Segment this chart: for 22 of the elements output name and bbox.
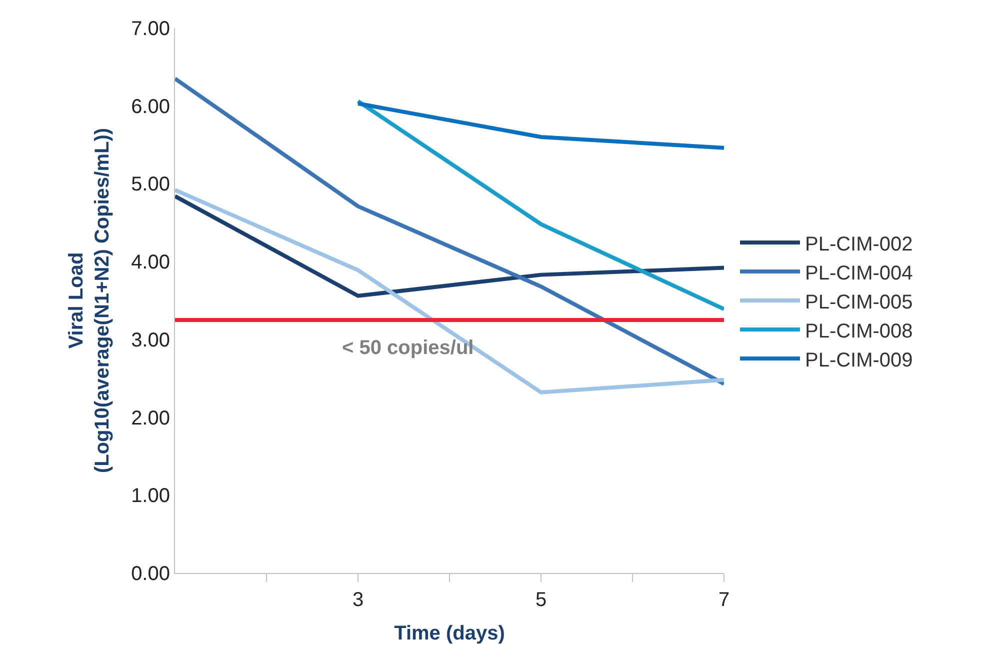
ref-line-label: < 50 copies/ul	[342, 337, 474, 359]
y-tick-label: 6.00	[131, 96, 170, 118]
y-tick-label: 7.00	[131, 18, 170, 40]
legend-label: PL-CIM-008	[804, 320, 913, 342]
legend-label: PL-CIM-009	[804, 349, 913, 372]
y-tick-label: 2.00	[131, 407, 170, 430]
y-tick-label: 4.00	[131, 252, 170, 274]
y-tick-label: 0.00	[131, 563, 170, 585]
x-tick-label: 3	[352, 589, 364, 611]
x-axis-title: Time (days)	[394, 622, 505, 644]
y-tick-label: 1.00	[131, 485, 170, 508]
legend-label: PL-CIM-005	[804, 291, 913, 314]
x-tick-label: 5	[535, 589, 547, 611]
legend-label: PL-CIM-002	[804, 233, 913, 256]
line-series	[175, 194, 724, 298]
line-series	[175, 188, 724, 394]
y-axis-title: Viral Load (Log10(average(N1+N2) Copies/mL))	[66, 128, 114, 474]
legend-label: PL-CIM-004	[804, 262, 913, 284]
line-series	[175, 76, 724, 386]
y-tick-label: 3.00	[131, 329, 170, 352]
y-tick-label: 5.00	[131, 174, 170, 196]
x-tick-label: 7	[718, 589, 730, 611]
